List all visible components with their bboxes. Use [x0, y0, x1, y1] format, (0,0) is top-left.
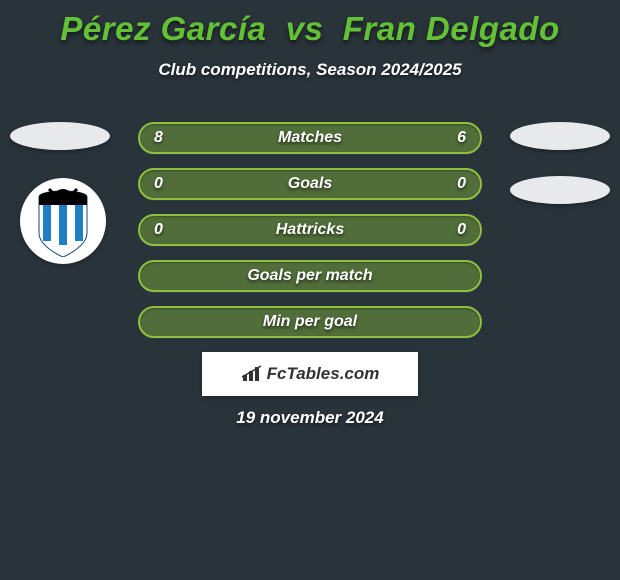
bat-icon: [55, 189, 71, 201]
club-crest: [20, 178, 106, 264]
fctables-watermark: FcTables.com: [202, 352, 418, 396]
bar-chart-icon: [241, 365, 263, 383]
stat-label: Min per goal: [263, 313, 357, 331]
subtitle: Club competitions, Season 2024/2025: [0, 60, 620, 80]
stat-left-value: 0: [154, 175, 163, 193]
stat-left-value: 8: [154, 129, 163, 147]
fctables-text: FcTables.com: [267, 364, 380, 384]
player2-name: Fran Delgado: [343, 10, 560, 47]
stat-row-goals: 0 Goals 0: [138, 168, 482, 200]
stat-label: Goals per match: [247, 267, 372, 285]
stat-row-goals-per-match: Goals per match: [138, 260, 482, 292]
stat-row-min-per-goal: Min per goal: [138, 306, 482, 338]
stat-label: Hattricks: [276, 221, 344, 239]
stats-table: 8 Matches 6 0 Goals 0 0 Hattricks 0 Goal…: [138, 122, 482, 352]
page-title: Pérez García vs Fran Delgado: [0, 0, 620, 48]
stat-label: Matches: [278, 129, 342, 147]
stat-label: Goals: [288, 175, 332, 193]
stat-row-hattricks: 0 Hattricks 0: [138, 214, 482, 246]
player1-badge-placeholder: [10, 122, 110, 150]
title-vs: vs: [276, 10, 333, 47]
stat-right-value: 6: [457, 129, 466, 147]
stat-right-value: 0: [457, 175, 466, 193]
player2-badge-placeholder-2: [510, 176, 610, 204]
player2-badge-placeholder: [510, 122, 610, 150]
stat-right-value: 0: [457, 221, 466, 239]
infographic-container: Pérez García vs Fran Delgado Club compet…: [0, 0, 620, 580]
club-crest-icon: [33, 185, 93, 257]
player1-name: Pérez García: [60, 10, 266, 47]
stat-left-value: 0: [154, 221, 163, 239]
stat-row-matches: 8 Matches 6: [138, 122, 482, 154]
date-text: 19 november 2024: [0, 408, 620, 428]
